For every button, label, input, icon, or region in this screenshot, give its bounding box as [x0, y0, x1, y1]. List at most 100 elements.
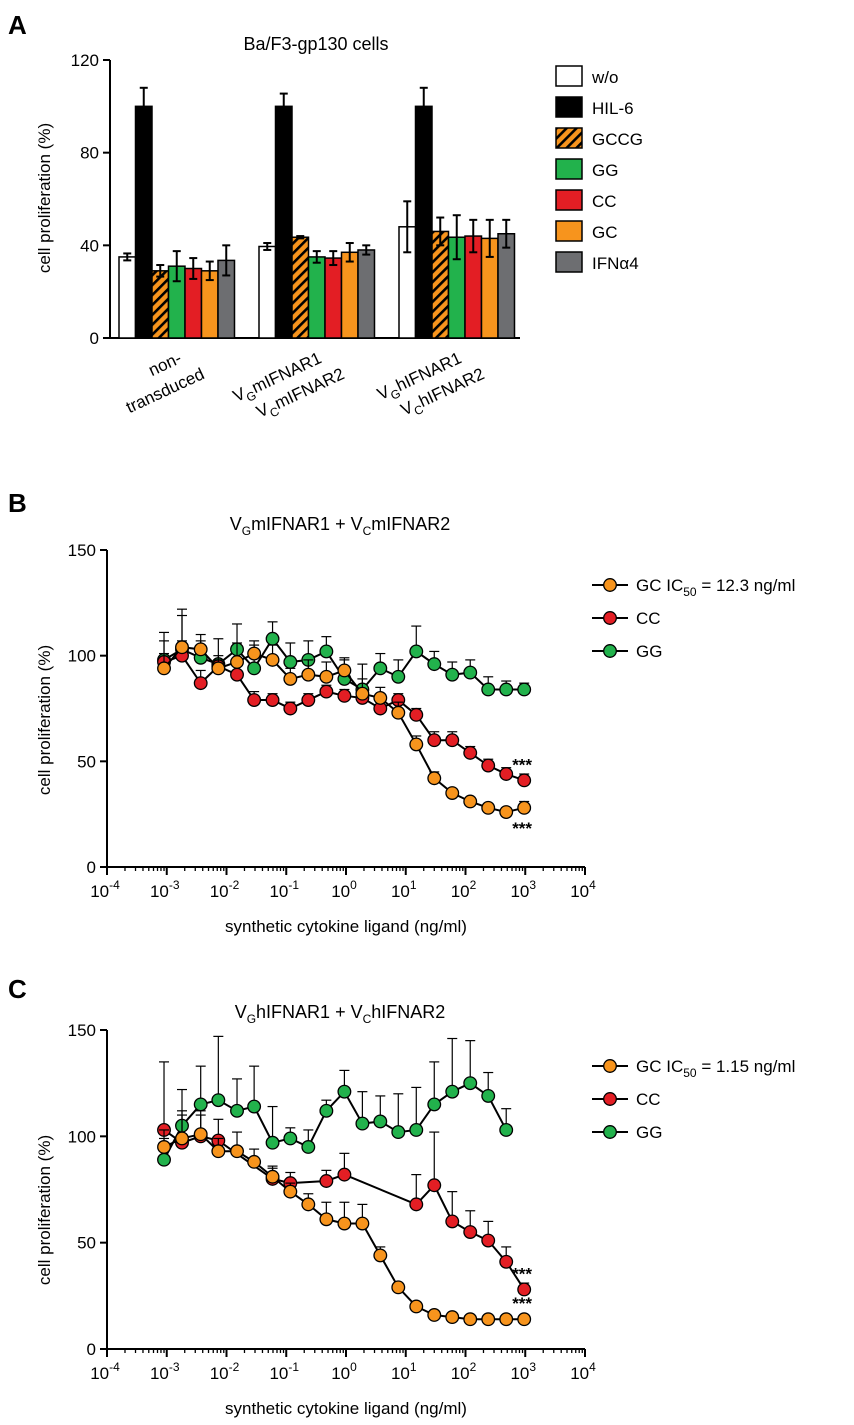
data-point-gc — [445, 786, 460, 800]
data-point-gc — [391, 705, 406, 720]
data-point-gc — [301, 1197, 316, 1212]
chart-b-xlabel: synthetic cytokine ligand (ng/ml) — [225, 917, 467, 936]
y-tick-label: 150 — [68, 541, 96, 560]
x-tick-label: 102 — [451, 878, 477, 901]
data-point-gc — [211, 1144, 226, 1159]
data-point-gg — [427, 657, 442, 672]
legend-swatch — [555, 158, 583, 180]
data-point-gg — [355, 1116, 370, 1131]
y-tick-label: 100 — [68, 647, 96, 666]
x-tick-label: 100 — [331, 1360, 357, 1383]
data-point-gc — [463, 1312, 478, 1327]
data-point-gc — [283, 671, 298, 686]
data-point-cc — [283, 701, 298, 716]
data-point-gc — [193, 1127, 208, 1142]
data-point-gc — [157, 1140, 171, 1154]
data-point-gc — [499, 805, 514, 820]
data-point-cc — [247, 693, 262, 707]
bar — [431, 230, 450, 339]
data-point-gc — [427, 1308, 442, 1322]
data-point-cc — [337, 1167, 352, 1182]
y-tick-label: 0 — [87, 1340, 96, 1359]
data-point-gc — [355, 1216, 370, 1231]
data-point-gg — [337, 1084, 352, 1099]
bar — [497, 233, 516, 339]
data-point-gc — [409, 737, 424, 752]
data-point-gg — [499, 1123, 514, 1137]
x-group-label: VG​hIFNAR1VC​hIFNAR2 — [374, 342, 489, 429]
x-tick-label: 101 — [391, 878, 417, 901]
chart-c-legend: GC IC50 = 1.15 ng/ml CC GG — [592, 1057, 795, 1142]
data-point-gc — [283, 1184, 298, 1199]
y-tick-label: 0 — [87, 858, 96, 877]
x-tick-label: 10-1 — [269, 1360, 299, 1383]
data-point-gc — [319, 669, 334, 684]
legend-swatch — [555, 96, 583, 118]
data-point-cc — [445, 733, 460, 748]
data-point-cc — [481, 1233, 496, 1248]
data-point-gg — [247, 1099, 262, 1114]
legend-label: HIL-6 — [592, 99, 634, 118]
y-tick-label: 40 — [80, 236, 99, 255]
data-point-gg — [301, 1140, 316, 1154]
data-point-gc — [193, 642, 208, 657]
bar — [291, 236, 310, 339]
data-point-gg — [283, 1131, 298, 1146]
x-tick-label: 103 — [510, 878, 536, 901]
significance-annotation: *** — [512, 1264, 532, 1283]
data-point-gg — [373, 1114, 388, 1129]
data-point-gg — [499, 682, 514, 697]
data-point-gg — [247, 661, 262, 676]
panel-letter-b: B — [8, 488, 27, 518]
legend-marker — [603, 611, 617, 625]
data-point-gc — [499, 1312, 514, 1327]
chart-c-title: VGhIFNAR1 + VChIFNAR2 — [235, 1002, 446, 1026]
data-point-gc — [355, 686, 370, 701]
x-tick-label: 104 — [570, 1360, 596, 1383]
data-point-gc — [517, 1312, 532, 1327]
data-point-cc — [230, 667, 244, 682]
data-point-gg — [445, 1084, 460, 1099]
chart-b-title: VGmIFNAR1 + VCmIFNAR2 — [230, 514, 451, 538]
y-tick-label: 50 — [77, 1234, 96, 1253]
data-point-gg — [373, 661, 388, 676]
legend-marker — [603, 578, 617, 592]
data-point-cc — [409, 707, 424, 722]
x-tick-label: 10-3 — [150, 878, 180, 901]
data-point-gg — [481, 682, 496, 697]
data-point-gg — [265, 1135, 280, 1150]
data-point-cc — [337, 688, 352, 703]
legend-label: GG — [636, 642, 662, 661]
y-tick-label: 150 — [68, 1021, 96, 1040]
bar — [340, 251, 359, 339]
data-point-cc — [499, 767, 514, 781]
significance-annotation: *** — [512, 1294, 532, 1313]
data-point-gc — [211, 661, 226, 676]
data-point-gc — [337, 1216, 352, 1231]
chart-c: 0 50 100 150 10-4 10-3 10-2 10-1 100 101 102 103 104… — [68, 1021, 596, 1383]
data-point-gc — [175, 1131, 189, 1146]
data-point-gc — [230, 655, 244, 669]
data-point-cc — [319, 1174, 334, 1188]
data-point-gc — [230, 1144, 244, 1159]
y-tick-label: 120 — [71, 51, 99, 70]
bar — [118, 256, 137, 339]
legend-swatch — [555, 251, 583, 273]
x-tick-label: 10-1 — [269, 878, 299, 901]
data-point-gc — [301, 667, 316, 682]
data-point-gc — [247, 1154, 262, 1169]
data-point-gg — [391, 669, 406, 684]
chart-c-xlabel: synthetic cytokine ligand (ng/ml) — [225, 1399, 467, 1418]
data-point-gg — [427, 1097, 442, 1112]
data-point-gc — [337, 663, 352, 678]
legend-label: GCCG — [592, 130, 643, 149]
data-point-gg — [463, 665, 478, 680]
data-point-gc — [373, 1248, 388, 1263]
significance-annotation: *** — [512, 819, 532, 838]
data-point-gc — [463, 794, 478, 809]
chart-c-ylabel: cell proliferation (%) — [35, 1135, 54, 1285]
legend-marker — [603, 1092, 617, 1106]
data-point-cc — [517, 1282, 532, 1297]
data-point-cc — [463, 745, 478, 760]
legend-marker — [603, 1125, 617, 1139]
